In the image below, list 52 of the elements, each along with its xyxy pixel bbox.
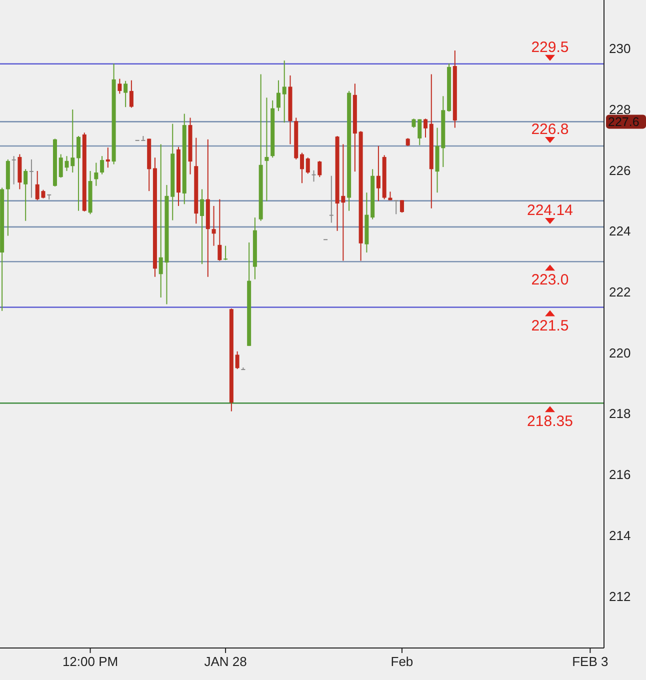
candlestick: [100, 156, 104, 175]
ref-line-label: 224.14: [527, 202, 573, 219]
x-tick-label: JAN 28: [204, 654, 247, 669]
candlestick: [394, 200, 398, 215]
x-tick-label: 12:00 PM: [62, 654, 118, 669]
candlestick: [318, 160, 322, 178]
y-tick-label: 226: [609, 162, 631, 178]
candlestick: [200, 188, 204, 265]
candlestick: [12, 156, 16, 185]
y-tick-label: 212: [609, 588, 631, 604]
candlestick: [400, 200, 404, 214]
ref-line-label: 229.5: [531, 38, 569, 56]
ref-line-label: 227.6: [608, 115, 640, 130]
candlestick: [58, 154, 63, 178]
y-tick-label: 218: [609, 406, 631, 422]
ref-line-label: 223.0: [531, 272, 569, 289]
candlestick: [129, 80, 134, 108]
candlestick: [218, 198, 222, 262]
y-tick-label: 230: [609, 41, 631, 56]
y-tick-label: 228: [609, 102, 631, 118]
candlestick: [106, 147, 110, 168]
candlestick: [276, 80, 280, 112]
candlestick: [282, 60, 286, 124]
ref-line-label: 221.5: [531, 317, 569, 334]
ref-line-label: 226.8: [531, 121, 569, 138]
y-tick-label: 224: [609, 224, 631, 239]
y-tick-label: 220: [609, 345, 631, 360]
candlestick: [306, 157, 310, 174]
candlestick: [29, 158, 34, 198]
x-tick-label: FEB 3: [572, 654, 608, 669]
candlestick: [424, 118, 428, 138]
candlestick: [241, 367, 246, 370]
y-tick-label: 222: [609, 284, 631, 300]
candlestick: [124, 80, 128, 108]
candlestick: [312, 170, 316, 182]
candlestick: [264, 97, 269, 202]
x-tick-label: Feb: [390, 654, 414, 669]
candlestick: [224, 245, 228, 261]
candlestick: [300, 152, 304, 184]
y-tick-label: 216: [609, 467, 631, 482]
candlestick: [329, 175, 334, 224]
candlestick: [418, 118, 422, 146]
candlestick: [376, 146, 380, 202]
y-tick-label: 214: [609, 528, 631, 543]
candlestick: [76, 135, 81, 212]
candlestick: [412, 118, 416, 128]
candlestick: [235, 350, 240, 370]
candlestick: [24, 168, 28, 222]
candlestick: [118, 78, 122, 94]
ref-line-label: 218.35: [527, 413, 573, 430]
candlestick: [212, 205, 216, 246]
candlestick: [94, 162, 98, 186]
